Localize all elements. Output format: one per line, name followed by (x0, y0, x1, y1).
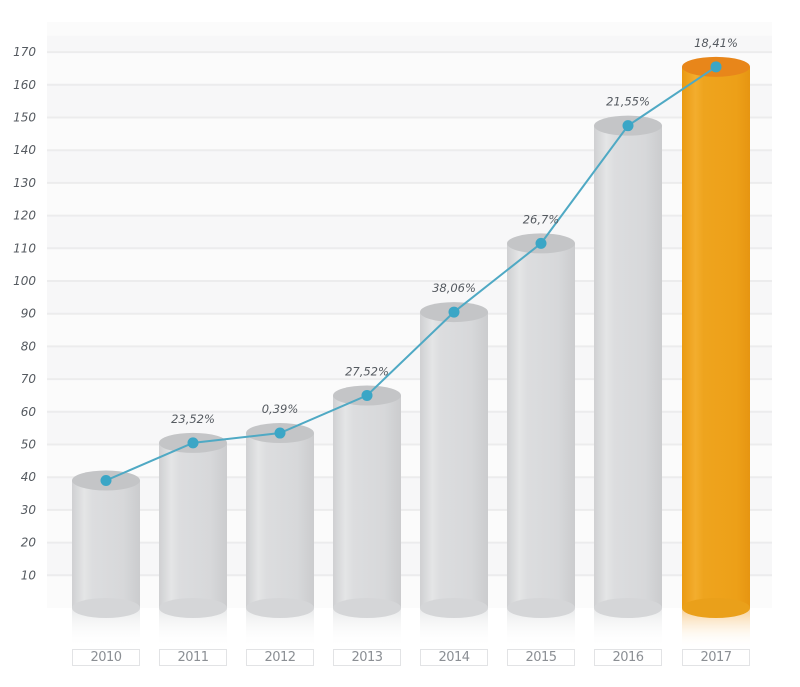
y-axis: 10 20 30 40 50 60 70 80 90 100 110 120 130 140 150 160 1… (13, 45, 36, 582)
x-tick-label-2012: 2012 (246, 649, 314, 666)
y-tick-label: 160 (13, 78, 36, 92)
y-tick-label: 70 (21, 372, 37, 386)
growth-label-2012: 0,39% (262, 402, 299, 416)
background-bands (47, 22, 772, 608)
growth-label-2014: 38,06% (432, 281, 476, 295)
trend-marker-2014 (448, 306, 460, 318)
y-tick-label: 170 (13, 45, 36, 59)
growth-label-2013: 27,52% (345, 364, 389, 378)
bar-2016 (594, 115, 662, 648)
x-tick-label-2011: 2011 (159, 649, 227, 666)
y-tick-label: 10 (21, 568, 37, 582)
trend-line (100, 61, 722, 486)
bar-2017 (682, 56, 750, 648)
trend-marker-2015 (535, 237, 547, 249)
trend-marker-2016 (622, 120, 634, 132)
y-tick-label: 130 (13, 176, 36, 190)
growth-label-2016: 21,55% (606, 95, 650, 109)
bar-2015 (507, 233, 575, 648)
x-tick-label-2010: 2010 (72, 649, 140, 666)
x-tick-label-2017: 2017 (682, 649, 750, 666)
x-tick-label-2016: 2016 (594, 649, 662, 666)
trend-marker-2017 (710, 61, 722, 73)
x-tick-label-2015: 2015 (507, 649, 575, 666)
trend-marker-2013 (361, 389, 373, 401)
y-tick-label: 150 (13, 111, 36, 125)
y-tick-label: 50 (21, 438, 37, 452)
y-tick-label: 100 (13, 274, 36, 288)
y-tick-label: 120 (13, 209, 36, 223)
growth-label-2017: 18,41% (694, 36, 738, 50)
growth-label-2011: 23,52% (171, 412, 215, 426)
growth-label-2015: 26,7% (523, 212, 560, 226)
y-tick-label: 40 (21, 470, 37, 484)
bar-2012 (246, 423, 314, 648)
x-tick-label-2014: 2014 (420, 649, 488, 666)
y-tick-label: 140 (13, 143, 36, 157)
y-tick-label: 20 (21, 536, 37, 550)
growth-labels: 23,52% 0,39% 27,52% 38,06% 26,7% 21,55% 18,41% (171, 36, 738, 426)
trend-marker-2012 (274, 427, 286, 439)
bar-2011 (159, 432, 227, 648)
y-tick-label: 30 (21, 503, 37, 517)
y-tick-label: 60 (21, 405, 37, 419)
y-tick-label: 90 (21, 307, 37, 321)
y-tick-label: 80 (21, 339, 37, 353)
bar-2013 (333, 385, 401, 648)
trend-marker-2010 (100, 474, 112, 486)
x-tick-label-2013: 2013 (333, 649, 401, 666)
y-tick-label: 110 (13, 241, 36, 255)
bar-2010 (72, 470, 140, 648)
bars (72, 56, 750, 648)
trend-marker-2011 (187, 437, 199, 449)
bar-2014 (420, 302, 488, 648)
